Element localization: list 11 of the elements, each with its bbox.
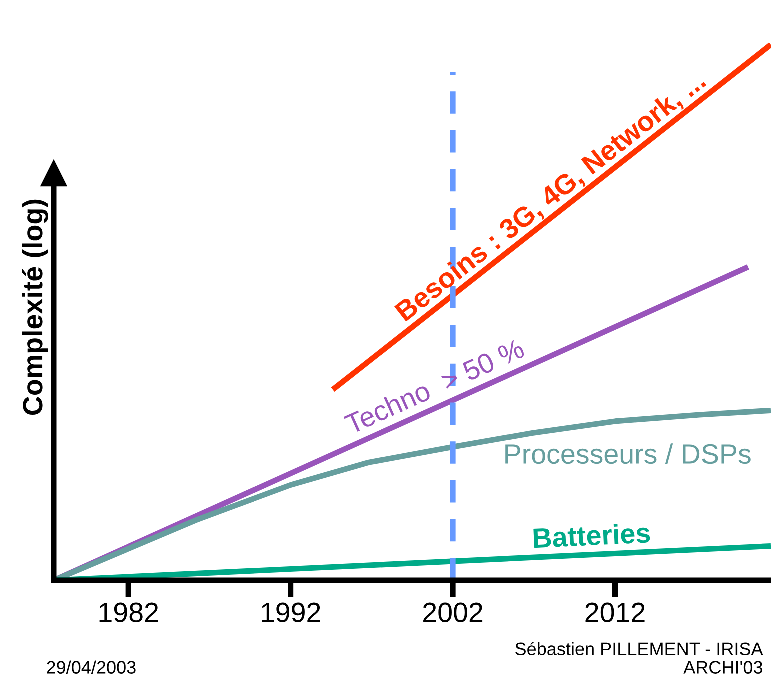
x-tick-label: 2012	[586, 602, 645, 622]
x-tick-label: 2002	[424, 602, 483, 622]
series-label: Processeurs / DSPs	[506, 444, 751, 464]
text: 29/04/2003	[47, 660, 136, 674]
text: ARCHI'03	[684, 661, 762, 674]
x-tick-label: 1992	[262, 602, 320, 622]
text: Sébastien PILLEMENT - IRISA	[516, 642, 764, 656]
text: Techno > 50 %	[343, 338, 526, 435]
x-tick-label: 1982	[100, 602, 158, 622]
series-label: Batteries	[534, 522, 650, 548]
y-axis-title: Complexité (log)	[22, 200, 48, 415]
